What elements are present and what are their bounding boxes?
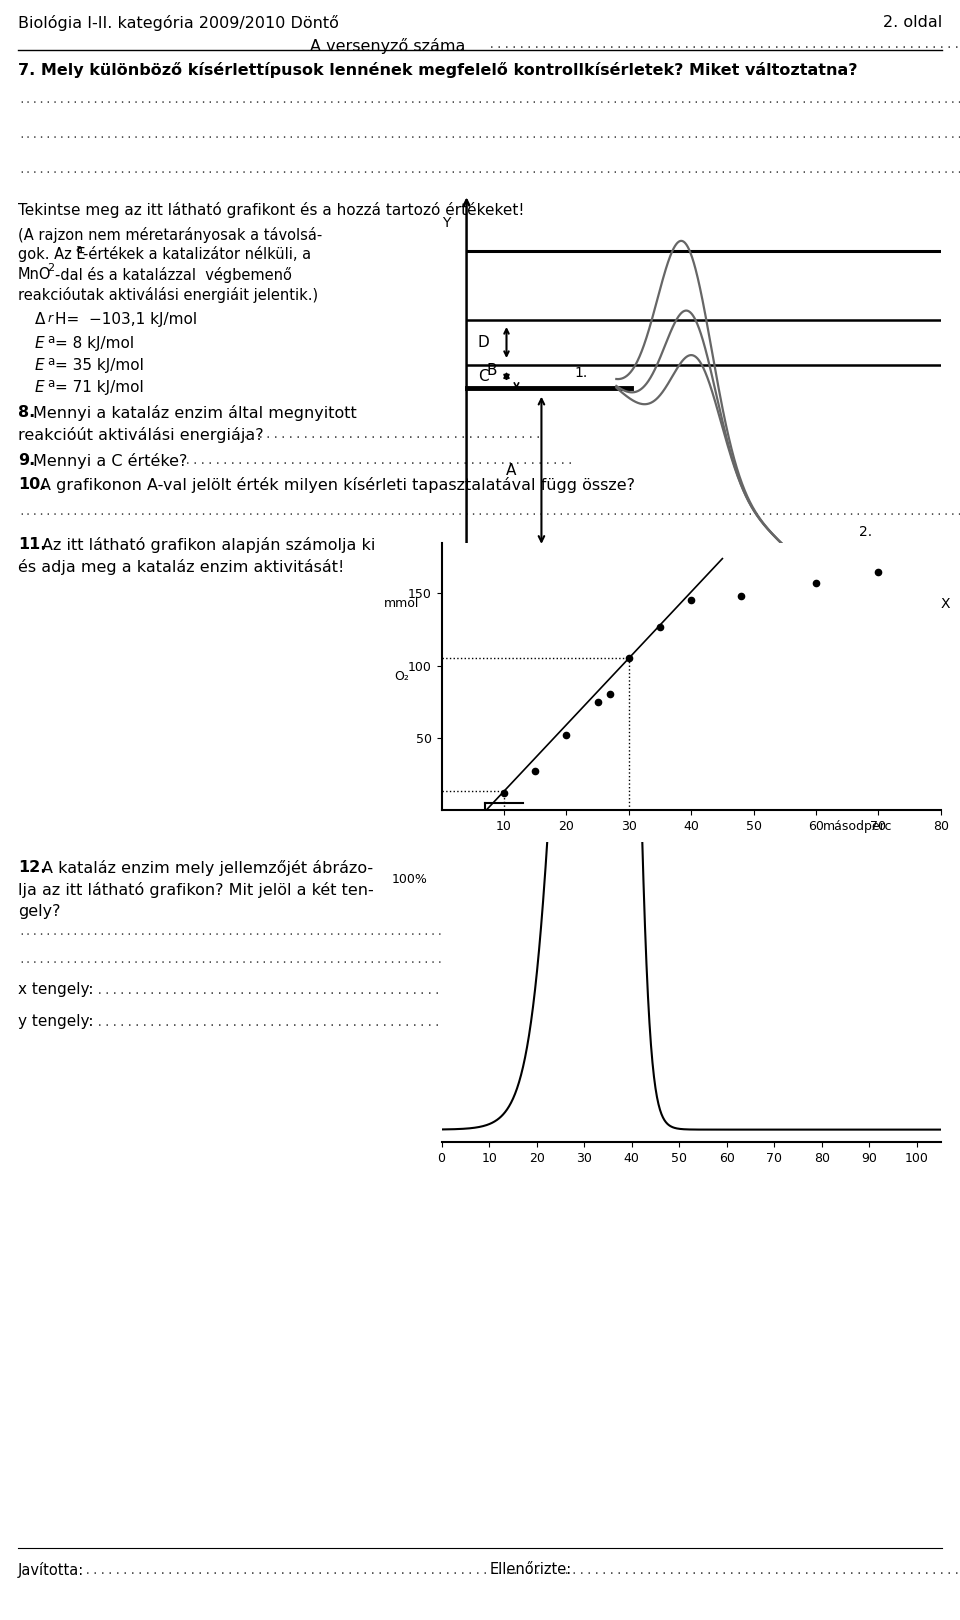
Text: y tengely:: y tengely: xyxy=(18,1014,93,1029)
Text: Tekintse meg az itt látható grafikont és a hozzá tartozó értékeket!: Tekintse meg az itt látható grafikont és… xyxy=(18,202,524,219)
Text: ................................................................................: ........................................… xyxy=(18,507,960,517)
Text: Biológia I-II. kategória 2009/2010 Döntő: Biológia I-II. kategória 2009/2010 Döntő xyxy=(18,15,339,31)
Text: 2: 2 xyxy=(47,262,54,274)
Text: lja az itt látható grafikon? Mit jelöl a két ten-: lja az itt látható grafikon? Mit jelöl a… xyxy=(18,881,373,897)
Text: ....................................................: ........................................… xyxy=(184,455,574,468)
Text: O₂: O₂ xyxy=(395,669,409,684)
Text: = 71 kJ/mol: = 71 kJ/mol xyxy=(55,381,144,395)
Text: B: B xyxy=(487,363,496,379)
Text: .............................................................: ........................................… xyxy=(84,1563,541,1576)
Text: A grafikonon A-val jelölt érték milyen kísérleti tapasztalatával függ össze?: A grafikonon A-val jelölt érték milyen k… xyxy=(40,476,635,492)
Text: (A rajzon nem méretarányosak a távolsá-: (A rajzon nem méretarányosak a távolsá- xyxy=(18,227,323,243)
Text: 9.: 9. xyxy=(18,454,36,468)
Text: E: E xyxy=(35,335,44,352)
Text: 11.: 11. xyxy=(18,536,46,552)
Text: ................................................................................: ........................................… xyxy=(18,130,960,139)
Text: = 8 kJ/mol: = 8 kJ/mol xyxy=(55,335,134,352)
Text: ................................................................................: ........................................… xyxy=(488,39,960,52)
Text: -dal és a katalázzal  végbemenő: -dal és a katalázzal végbemenő xyxy=(55,267,292,284)
Text: 2.: 2. xyxy=(859,525,873,539)
Text: Δ: Δ xyxy=(35,313,45,327)
Text: ........................................: ........................................ xyxy=(242,429,542,442)
Text: 100%: 100% xyxy=(392,873,427,886)
Text: H=  −103,1 kJ/mol: H= −103,1 kJ/mol xyxy=(55,313,197,327)
Text: 12.: 12. xyxy=(18,860,46,875)
Text: X: X xyxy=(941,598,950,611)
Text: A versenyző száma: A versenyző száma xyxy=(310,37,466,53)
Text: x tengely:: x tengely: xyxy=(18,982,93,996)
Text: másodperc: másodperc xyxy=(824,820,893,833)
Text: 7. Mely különböző kísérlettípusok lennének megfelelő kontrollkísérletek? Miket v: 7. Mely különböző kísérlettípusok lennén… xyxy=(18,62,857,78)
Text: 2. oldal: 2. oldal xyxy=(883,15,942,31)
Text: reakcióutak aktiválási energiáit jelentik.): reakcióutak aktiválási energiáit jelenti… xyxy=(18,287,318,303)
Text: .............................................................................: ........................................… xyxy=(96,1016,674,1029)
Text: a: a xyxy=(47,355,55,368)
Text: 10.: 10. xyxy=(18,476,46,492)
Text: a: a xyxy=(75,245,82,254)
Text: Y: Y xyxy=(443,217,451,230)
Text: reakcióút aktiválási energiája?: reakcióút aktiválási energiája? xyxy=(18,428,264,442)
Text: 1.: 1. xyxy=(575,366,588,381)
Text: ................................................................................: ........................................… xyxy=(563,1563,960,1576)
Text: A: A xyxy=(506,463,516,478)
Text: és adja meg a kataláz enzim aktivitását!: és adja meg a kataláz enzim aktivitását! xyxy=(18,559,345,575)
Text: D: D xyxy=(477,335,489,350)
Text: gok. Az E: gok. Az E xyxy=(18,246,85,262)
Y-axis label: mmol: mmol xyxy=(384,596,420,609)
Text: C: C xyxy=(478,369,489,384)
Text: ................................................................................: ........................................… xyxy=(18,96,960,105)
Text: ................................................................................: ........................................… xyxy=(18,165,960,175)
Text: .............................................................................: ........................................… xyxy=(96,983,674,996)
Text: Mennyi a kataláz enzim által megnyitott: Mennyi a kataláz enzim által megnyitott xyxy=(33,405,357,421)
Text: Javította:: Javította: xyxy=(18,1562,84,1578)
Text: E: E xyxy=(35,381,44,395)
Text: = 35 kJ/mol: = 35 kJ/mol xyxy=(55,358,144,373)
Text: ................................................................................: ........................................… xyxy=(18,927,733,936)
Text: A kataláz enzim mely jellemzőjét ábrázo-: A kataláz enzim mely jellemzőjét ábrázo- xyxy=(42,860,373,876)
Text: a: a xyxy=(47,334,55,347)
Text: Ellenőrizte:: Ellenőrizte: xyxy=(490,1562,572,1576)
Text: MnO: MnO xyxy=(18,267,52,282)
Text: Az itt látható grafikon alapján számolja ki: Az itt látható grafikon alapján számolja… xyxy=(42,536,375,552)
Text: a: a xyxy=(47,377,55,390)
Text: r: r xyxy=(48,313,53,326)
Text: -értékek a katalizátor nélküli, a: -értékek a katalizátor nélküli, a xyxy=(83,246,311,262)
Text: E: E xyxy=(35,358,44,373)
Text: gely?: gely? xyxy=(18,904,60,919)
Text: ................................................................................: ........................................… xyxy=(18,956,733,966)
Text: Mennyi a C értéke?: Mennyi a C értéke? xyxy=(33,454,187,470)
Text: 8.: 8. xyxy=(18,405,36,420)
